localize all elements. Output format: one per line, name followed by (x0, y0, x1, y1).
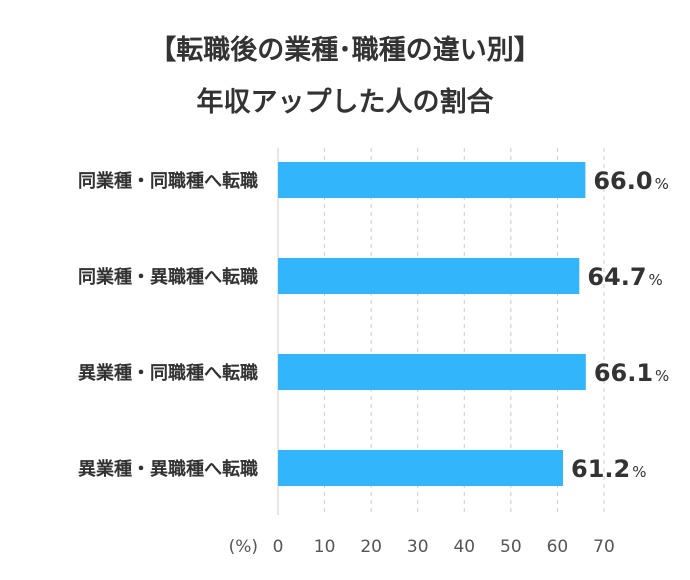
bar-1 (278, 162, 586, 198)
chart-title-line1: 【転職後の業種･職種の違い別】 (149, 35, 541, 66)
value-label: 61.2 (571, 455, 630, 483)
x-tick-label: 70 (593, 537, 615, 557)
value-percent-sign: % (632, 463, 646, 481)
bar-4 (278, 450, 564, 486)
value-label: 64.7 (587, 263, 646, 291)
x-tick-label: 30 (407, 537, 429, 557)
value-percent-sign: % (655, 367, 669, 385)
x-tick-label: 20 (360, 537, 382, 557)
chart-title-line2: 年収アップした人の割合 (196, 87, 494, 118)
category-label: 同業種・異職種へ転職 (78, 266, 258, 288)
x-tick-label: 40 (453, 537, 475, 557)
category-label: 異業種・同職種へ転職 (78, 362, 258, 384)
x-tick-label: 50 (500, 537, 522, 557)
x-axis-unit: (%) (229, 537, 258, 557)
x-tick-label: 60 (547, 537, 569, 557)
bar-2 (278, 258, 580, 294)
category-label: 異業種・異職種へ転職 (78, 458, 258, 480)
value-percent-sign: % (655, 175, 669, 193)
value-percent-sign: % (649, 271, 663, 289)
value-label: 66.0 (593, 167, 652, 195)
category-label: 同業種・同職種へ転職 (78, 170, 258, 192)
bar-3 (278, 354, 586, 390)
x-tick-label: 10 (314, 537, 336, 557)
value-label: 66.1 (594, 359, 653, 387)
x-tick-label: 0 (273, 537, 284, 557)
